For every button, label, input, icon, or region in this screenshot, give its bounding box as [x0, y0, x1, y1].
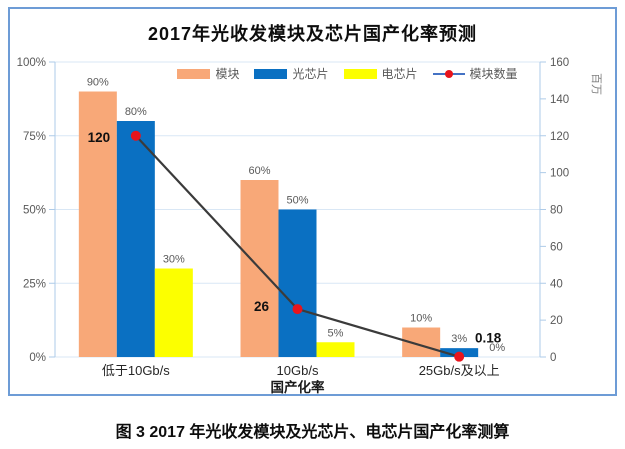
right-axis-tick-label: 60 [550, 241, 563, 253]
figure-caption: 图 3 2017 年光收发模块及光芯片、电芯片国产化率测算 [115, 424, 510, 441]
bar-value-label: 80% [125, 106, 147, 118]
line-point-marker [454, 351, 465, 362]
right-axis-tick-label: 20 [550, 315, 563, 327]
legend-item-module-count: 模块数量 [432, 65, 518, 82]
chart-title: 2017年光收发模块及芯片国产化率预测 [147, 24, 478, 44]
right-axis-tick-label: 140 [550, 94, 569, 106]
chart-plot-area: 0% 25% 50% 75% 100% 0 20 40 60 80 100 120 140 160 百万 90… [17, 57, 602, 394]
chart-frame: 0% 25% 50% 75% 100% 0 20 40 60 80 100 120 140 160 百万 90… [8, 7, 617, 396]
right-axis-tick-label: 160 [550, 57, 569, 69]
category-label: 低于10Gb/s [102, 363, 170, 378]
bar-value-label: 30% [163, 254, 185, 266]
bar-value-label: 0% [489, 342, 505, 354]
legend-label-optical-chip: 光芯片 [292, 67, 329, 81]
bar-value-label: 90% [87, 77, 109, 89]
legend-dot-icon [444, 69, 453, 78]
legend-label-module-count: 模块数量 [469, 67, 518, 81]
right-axis-tick-label: 120 [550, 131, 569, 143]
bar-value-label: 10% [410, 313, 432, 325]
module-color-swatch-icon [177, 68, 211, 79]
chart-legend: 模块 光芯片 电芯片 模块数量 [80, 65, 615, 82]
legend-label-module: 模块 [215, 67, 240, 81]
line-marker-icon [432, 69, 465, 79]
right-axis-unit-label: 百万 [590, 73, 602, 95]
category-label: 25Gb/s及以上 [419, 363, 500, 378]
legend-item-optical-chip: 光芯片 [254, 65, 329, 82]
right-axis-tick-label: 0 [550, 352, 556, 364]
legend-item-module: 模块 [177, 65, 239, 82]
bar-1-cat-1 [278, 209, 317, 357]
left-axis-tick-label: 0% [29, 352, 46, 364]
line-point-marker [292, 304, 303, 315]
legend-label-electric-chip: 电芯片 [381, 67, 418, 81]
legend-item-electric-chip: 电芯片 [343, 65, 418, 82]
left-axis-tick-label: 50% [23, 205, 46, 217]
left-axis-tick-label: 100% [17, 57, 46, 69]
bar-value-label: 50% [286, 195, 308, 207]
left-axis-tick-label: 25% [23, 278, 46, 290]
line-value-label: 26 [254, 299, 270, 314]
line-value-label: 120 [88, 130, 111, 145]
right-axis-tick-label: 40 [550, 278, 563, 290]
right-axis-tick-label: 80 [550, 205, 563, 217]
bar-value-label: 3% [451, 333, 467, 345]
bar-value-label: 5% [328, 327, 344, 339]
right-axis-tick-label: 100 [550, 168, 569, 180]
line-point-marker [130, 130, 141, 141]
line-value-label: 0.18 [475, 331, 502, 346]
bar-2-cat-0 [154, 268, 193, 357]
x-axis-title: 国产化率 [271, 379, 325, 394]
bar-0-cat-0 [78, 91, 117, 357]
electric-chip-color-swatch-icon [343, 68, 377, 79]
category-label: 10Gb/s [277, 363, 319, 378]
left-axis-tick-label: 75% [23, 131, 46, 143]
bar-2-cat-1 [316, 342, 355, 357]
bar-1-cat-0 [116, 121, 155, 357]
optical-chip-color-swatch-icon [254, 68, 288, 79]
bar-value-label: 60% [248, 165, 270, 177]
